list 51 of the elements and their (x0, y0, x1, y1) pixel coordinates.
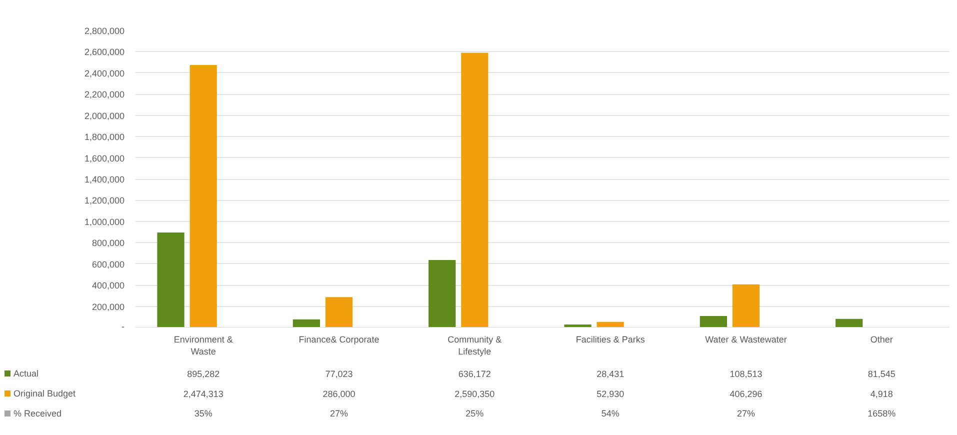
data-label: 81,545 (868, 369, 896, 379)
data-label: 28,431 (596, 369, 624, 379)
legend-label: % Received (14, 408, 62, 418)
data-label: 895,282 (187, 369, 220, 379)
legend-label: Actual (14, 368, 39, 378)
x-tick-label: Finance& Corporate (298, 334, 380, 344)
bar (157, 232, 184, 328)
bar (461, 52, 488, 328)
data-label: 636,172 (458, 369, 491, 379)
x-tick-label: Water & Wastewater (705, 334, 787, 344)
y-tick-label: 2,200,000 (84, 90, 125, 100)
bar (190, 65, 217, 328)
data-label: 25% (466, 408, 484, 418)
data-label: 4,918 (870, 389, 893, 399)
bar (292, 319, 320, 328)
bar (700, 316, 728, 328)
data-label: 286,000 (322, 389, 356, 399)
data-label: 77,023 (325, 369, 353, 379)
y-tick-label: 2,800,000 (84, 26, 125, 36)
data-label: 52,930 (596, 389, 624, 399)
y-tick-label: 200,000 (92, 302, 125, 312)
x-tick-label: Environment & Waste (174, 334, 233, 356)
y-tick-label: 1,000,000 (84, 216, 125, 227)
y-tick-label: 2,600,000 (84, 47, 125, 58)
y-tick-label: 2,400,000 (84, 68, 125, 78)
data-label: 54% (601, 408, 620, 418)
bar (732, 284, 760, 328)
data-label: 108,513 (730, 369, 762, 379)
data-label: 2,590,350 (454, 389, 495, 399)
y-tick-label: - (122, 322, 125, 332)
legend-label: Original Budget (14, 388, 76, 398)
data-label: 2,474,313 (183, 389, 224, 399)
y-tick-label: 2,000,000 (84, 110, 125, 121)
data-label: 27% (736, 408, 756, 418)
y-tick-label: 1,400,000 (84, 174, 125, 184)
data-label: 35% (194, 408, 212, 418)
y-tick-label: 600,000 (92, 259, 125, 270)
y-tick-label: 1,800,000 (84, 132, 125, 142)
y-tick-label: 1,200,000 (84, 196, 125, 206)
bar (836, 318, 863, 328)
data-label: 406,296 (730, 389, 762, 399)
x-tick-label: Community & Lifestyle (448, 334, 502, 356)
x-tick-label: Other (870, 334, 893, 344)
y-tick-label: 800,000 (92, 238, 125, 248)
x-tick-label: Facilities & Parks (576, 334, 646, 344)
y-tick-label: 400,000 (92, 280, 125, 291)
bar (428, 260, 456, 328)
y-tick-label: 1,600,000 (84, 153, 125, 164)
data-label: 1658% (868, 408, 896, 418)
data-label: 27% (330, 408, 348, 418)
bar (325, 297, 353, 328)
